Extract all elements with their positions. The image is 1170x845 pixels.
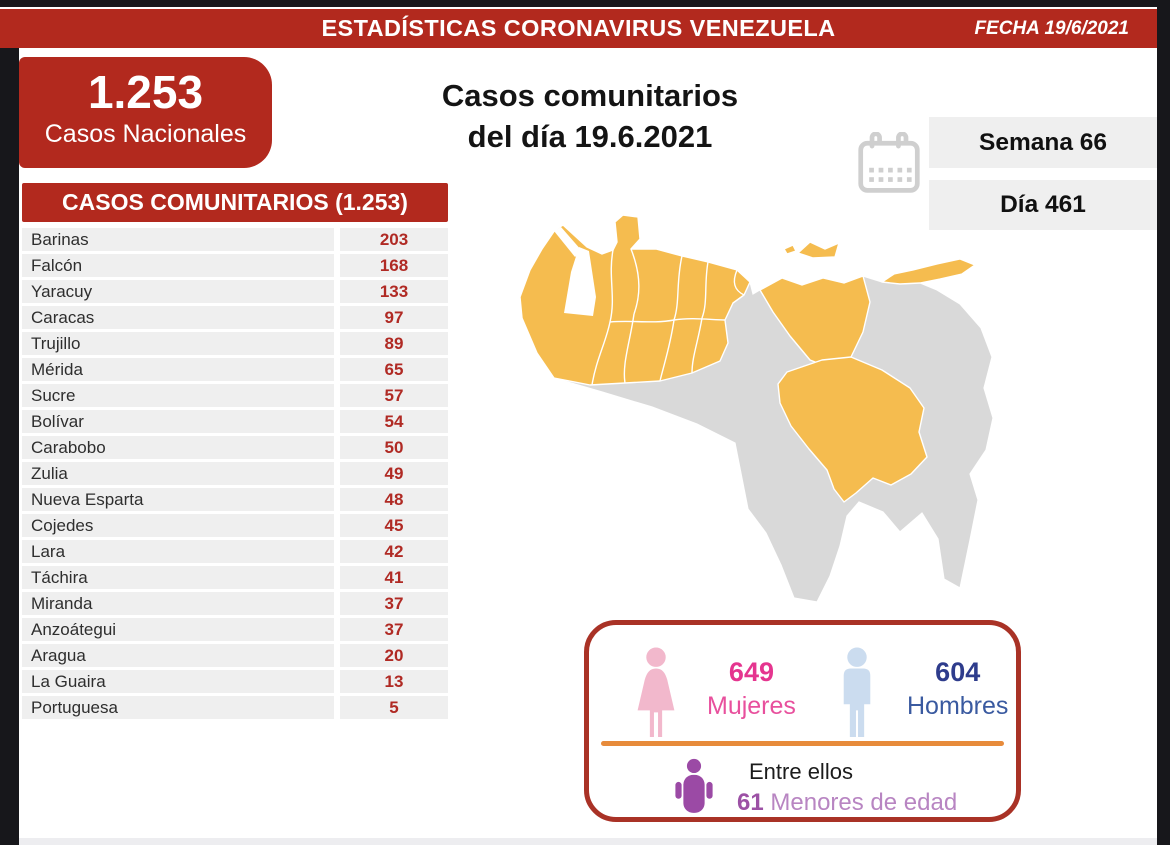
state-cases: 45 <box>340 514 448 537</box>
state-cases: 5 <box>340 696 448 719</box>
state-cases: 13 <box>340 670 448 693</box>
cases-table-header: CASOS COMUNITARIOS (1.253) <box>22 183 448 222</box>
national-cases-value: 1.253 <box>87 66 204 118</box>
table-row: Aragua 20 <box>22 644 448 667</box>
header-bar: ESTADÍSTICAS CORONAVIRUS VENEZUELA FECHA… <box>0 7 1157 48</box>
men-value: 604 <box>935 657 981 687</box>
state-cases: 133 <box>340 280 448 303</box>
lake-channel <box>554 227 582 257</box>
demographics-box: 649 Mujeres 604 Hombres Entre ellos 61 M… <box>584 620 1021 822</box>
bottom-edge-band <box>19 838 1157 845</box>
women-value: 649 <box>728 657 774 687</box>
table-row: La Guaira 13 <box>22 670 448 693</box>
state-name: Anzoátegui <box>22 618 334 641</box>
week-badge: Semana 66 <box>929 117 1157 168</box>
orange-divider <box>601 741 1004 746</box>
minors-value: 61 <box>737 789 764 816</box>
men-stats: 604 Hombres <box>907 657 1008 721</box>
state-name: Barinas <box>22 228 334 251</box>
state-cases: 168 <box>340 254 448 277</box>
state-cases: 65 <box>340 358 448 381</box>
map-state-borders <box>591 248 745 386</box>
child-icon <box>675 758 713 813</box>
women-label: Mujeres <box>707 692 796 720</box>
table-row: Anzoátegui 37 <box>22 618 448 641</box>
lake-maracaibo <box>564 247 596 316</box>
state-cases: 54 <box>340 410 448 433</box>
state-name: Yaracuy <box>22 280 334 303</box>
table-row: Caracas 97 <box>22 306 448 329</box>
state-name: Nueva Esparta <box>22 488 334 511</box>
table-row: Táchira 41 <box>22 566 448 589</box>
map-bolivar-highlight <box>777 356 928 503</box>
table-row: Sucre 57 <box>22 384 448 407</box>
minors-prefix: Entre ellos <box>749 759 853 784</box>
state-cases: 50 <box>340 436 448 459</box>
state-name: Mérida <box>22 358 334 381</box>
header-date: FECHA 19/6/2021 <box>974 17 1129 39</box>
main-title-line2: del día 19.6.2021 <box>467 118 713 154</box>
state-name: Lara <box>22 540 334 563</box>
state-name: Zulia <box>22 462 334 485</box>
table-row: Miranda 37 <box>22 592 448 615</box>
state-name: Trujillo <box>22 332 334 355</box>
female-icon <box>637 647 675 737</box>
minors-stats: Entre ellos 61 Menores de edad <box>737 759 957 817</box>
state-name: Sucre <box>22 384 334 407</box>
day-badge: Día 461 <box>929 180 1157 230</box>
main-title: Casos comunitarios del día 19.6.2021 <box>420 76 760 158</box>
table-row: Portuguesa 5 <box>22 696 448 719</box>
table-row: Zulia 49 <box>22 462 448 485</box>
state-cases: 49 <box>340 462 448 485</box>
map-margarita-island <box>797 241 840 259</box>
state-cases: 42 <box>340 540 448 563</box>
main-title-line1: Casos comunitarios <box>441 78 739 113</box>
table-row: Bolívar 54 <box>22 410 448 433</box>
state-cases: 20 <box>340 644 448 667</box>
table-row: Mérida 65 <box>22 358 448 381</box>
table-row: Cojedes 45 <box>22 514 448 537</box>
state-name: Falcón <box>22 254 334 277</box>
women-stats: 649 Mujeres <box>707 657 796 721</box>
national-cases-label: Casos Nacionales <box>44 119 247 148</box>
men-label: Hombres <box>907 692 1009 720</box>
minors-line: 61 Menores de edad <box>737 789 957 817</box>
state-name: La Guaira <box>22 670 334 693</box>
table-row: Barinas 203 <box>22 228 448 251</box>
table-row: Falcón 168 <box>22 254 448 277</box>
state-cases: 89 <box>340 332 448 355</box>
state-cases: 97 <box>340 306 448 329</box>
map-sucre-highlight <box>881 258 976 285</box>
state-name: Caracas <box>22 306 334 329</box>
state-cases: 37 <box>340 592 448 615</box>
map-small-island <box>783 244 797 255</box>
state-name: Portuguesa <box>22 696 334 719</box>
state-name: Carabobo <box>22 436 334 459</box>
table-row: Trujillo 89 <box>22 332 448 355</box>
state-name: Aragua <box>22 644 334 667</box>
map-anzoategui-highlight <box>759 275 871 370</box>
state-cases: 37 <box>340 618 448 641</box>
venezuela-map <box>519 214 994 603</box>
state-cases: 48 <box>340 488 448 511</box>
male-icon <box>843 647 871 737</box>
state-cases: 57 <box>340 384 448 407</box>
state-name: Bolívar <box>22 410 334 433</box>
page-title: ESTADÍSTICAS CORONAVIRUS VENEZUELA <box>321 15 836 41</box>
state-cases: 41 <box>340 566 448 589</box>
state-cases: 203 <box>340 228 448 251</box>
state-name: Táchira <box>22 566 334 589</box>
cases-table-rows: Barinas 203 Falcón 168 Yaracuy 133 Caracas 97 Tr… <box>22 228 448 722</box>
state-name: Miranda <box>22 592 334 615</box>
national-cases-box: 1.253 Casos Nacionales <box>19 57 272 168</box>
table-row: Lara 42 <box>22 540 448 563</box>
table-row: Nueva Esparta 48 <box>22 488 448 511</box>
map-west-highlight <box>519 214 751 386</box>
minors-label: Menores de edad <box>770 789 958 816</box>
state-name: Cojedes <box>22 514 334 537</box>
table-row: Yaracuy 133 <box>22 280 448 303</box>
calendar-icon <box>858 132 920 193</box>
table-row: Carabobo 50 <box>22 436 448 459</box>
